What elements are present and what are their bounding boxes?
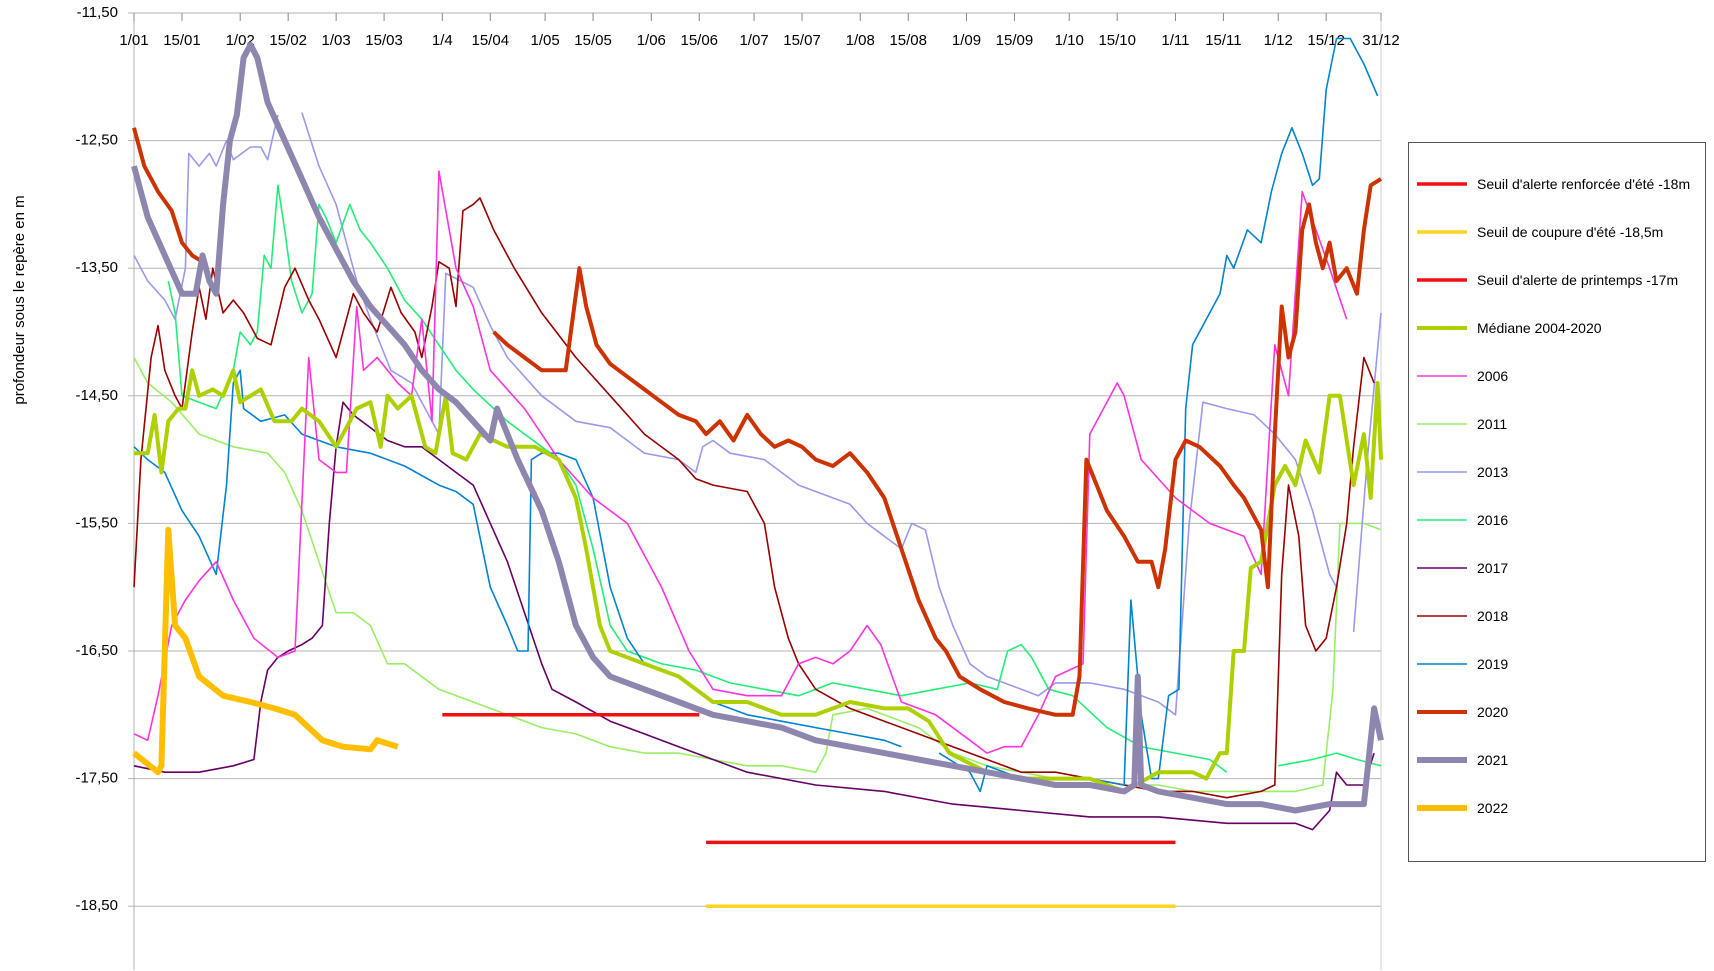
x-tick-label: 1/11 xyxy=(1161,32,1189,49)
legend-item: 2006 xyxy=(1417,368,1697,384)
legend-label: Seuil de coupure d'été -18,5m xyxy=(1477,224,1664,240)
y-tick-label: -12,50 xyxy=(75,132,118,149)
x-tick-label: 15/06 xyxy=(680,32,718,49)
legend-swatch xyxy=(1417,757,1467,763)
legend-label: 2019 xyxy=(1477,656,1509,672)
x-tick-label: 1/03 xyxy=(322,32,351,49)
legend-label: 2018 xyxy=(1477,608,1509,624)
legend-label: 2022 xyxy=(1477,800,1509,816)
x-tick-label: 1/09 xyxy=(952,32,981,49)
x-tick-label: 1/05 xyxy=(530,32,559,49)
series-line xyxy=(132,127,1383,717)
series-line xyxy=(131,41,1384,814)
x-tick-label: 15/03 xyxy=(365,32,403,49)
legend: Seuil d'alerte renforcée d'été -18m Seuil… xyxy=(1408,142,1706,862)
legend-item: 2017 xyxy=(1417,560,1697,576)
legend-item: 2021 xyxy=(1417,752,1697,768)
legend-swatch xyxy=(1417,615,1467,617)
legend-item: Seuil d'alerte renforcée d'été -18m xyxy=(1417,176,1697,192)
x-tick-label: 1/10 xyxy=(1055,32,1084,49)
legend-item: 2022 xyxy=(1417,800,1697,816)
legend-label: 2021 xyxy=(1477,752,1509,768)
legend-item: 2020 xyxy=(1417,704,1697,720)
legend-swatch xyxy=(1417,423,1467,425)
legend-label: 2016 xyxy=(1477,512,1509,528)
x-tick-label: 15/02 xyxy=(269,32,307,49)
x-tick-label: 15/08 xyxy=(889,32,927,49)
series-line xyxy=(133,357,1382,793)
x-tick-label: 15/04 xyxy=(472,32,510,49)
legend-swatch xyxy=(1417,182,1467,186)
x-tick-label: 15/05 xyxy=(574,32,612,49)
x-tick-label: 1/08 xyxy=(846,32,875,49)
legend-swatch xyxy=(1417,230,1467,234)
legend-item: Médiane 2004-2020 xyxy=(1417,320,1697,336)
series-line xyxy=(167,184,1382,773)
legend-swatch xyxy=(1417,278,1467,282)
series-line xyxy=(134,368,1383,794)
y-tick-label: -17,50 xyxy=(75,770,118,787)
legend-item: Seuil de coupure d'été -18,5m xyxy=(1417,224,1697,240)
legend-swatch xyxy=(1417,805,1467,811)
legend-swatch xyxy=(1417,471,1467,473)
legend-label: 2011 xyxy=(1477,416,1508,432)
x-tick-label: 15/01 xyxy=(163,32,201,49)
y-axis-title: profondeur sous le repère en m xyxy=(11,195,28,404)
x-tick-label: 15/09 xyxy=(996,32,1034,49)
x-tick-label: 15/11 xyxy=(1205,32,1241,49)
legend-swatch xyxy=(1417,663,1467,665)
legend-label: 2013 xyxy=(1477,464,1509,480)
legend-item: 2018 xyxy=(1417,608,1697,624)
y-tick-label: -16,50 xyxy=(75,642,118,659)
series-line xyxy=(133,170,1348,754)
x-tick-label: 1/4 xyxy=(432,32,453,49)
series-line xyxy=(132,526,399,776)
x-tick-label: 1/01 xyxy=(119,32,148,49)
y-tick-label: -11,50 xyxy=(77,4,118,21)
legend-item: Seuil d'alerte de printemps -17m xyxy=(1417,272,1697,288)
series-line xyxy=(133,37,1379,793)
legend-swatch xyxy=(1417,567,1467,569)
x-tick-label: 31/12 xyxy=(1362,32,1400,49)
y-tick-label: -18,50 xyxy=(75,897,118,914)
x-tick-label: 1/12 xyxy=(1264,32,1293,49)
y-tick-label: -14,50 xyxy=(75,387,118,404)
legend-swatch xyxy=(1417,326,1467,330)
legend-label: 2017 xyxy=(1477,560,1509,576)
x-tick-label: 15/12 xyxy=(1307,32,1345,49)
y-tick-label: -15,50 xyxy=(75,514,118,531)
x-tick-label: 1/06 xyxy=(637,32,666,49)
legend-swatch xyxy=(1417,710,1467,714)
series-line xyxy=(133,112,1382,716)
y-tick-label: -13,50 xyxy=(75,259,118,276)
legend-label: 2006 xyxy=(1477,368,1509,384)
legend-label: 2020 xyxy=(1477,704,1509,720)
legend-label: Seuil d'alerte de printemps -17m xyxy=(1477,272,1679,288)
legend-label: Médiane 2004-2020 xyxy=(1477,320,1602,336)
legend-item: 2013 xyxy=(1417,464,1697,480)
legend-label: Seuil d'alerte renforcée d'été -18m xyxy=(1477,176,1691,192)
legend-swatch xyxy=(1417,375,1467,377)
series-line xyxy=(133,197,1375,799)
legend-item: 2019 xyxy=(1417,656,1697,672)
series-line xyxy=(133,401,1375,831)
x-tick-label: 15/10 xyxy=(1098,32,1136,49)
legend-item: 2011 xyxy=(1417,416,1697,432)
legend-item: 2016 xyxy=(1417,512,1697,528)
x-tick-label: 15/07 xyxy=(783,32,821,49)
x-tick-label: 1/07 xyxy=(739,32,768,49)
legend-swatch xyxy=(1417,519,1467,521)
